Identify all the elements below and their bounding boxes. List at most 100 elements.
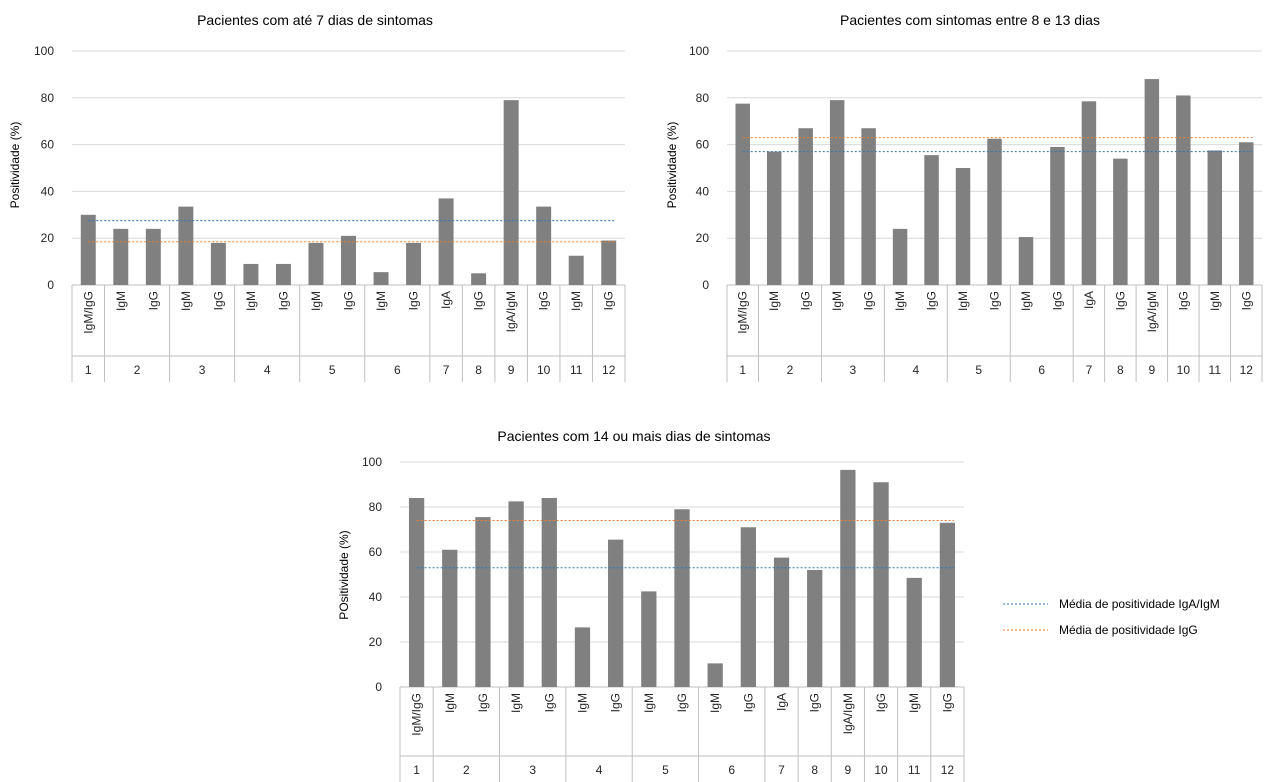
chart-2-bar xyxy=(1144,79,1160,285)
chart-1-category-label: IgM xyxy=(569,291,583,311)
chart-1-y-tick-label: 20 xyxy=(41,231,55,245)
chart-2-category-label: IgG xyxy=(799,291,813,310)
chart-1-bar xyxy=(373,272,389,285)
chart-1-y-axis-label: Positividade (%) xyxy=(8,122,22,209)
chart-2-bar xyxy=(924,155,939,285)
chart-2-group-label: 12 xyxy=(1240,363,1254,377)
chart-1-bar xyxy=(210,242,226,285)
chart-2-bar xyxy=(1207,150,1223,285)
chart-2-group-label: 4 xyxy=(912,363,919,377)
chart-3-bar xyxy=(807,570,823,687)
chart-3-bar xyxy=(674,509,690,687)
chart-1-bar xyxy=(275,263,291,285)
chart-2-category-label: IgM xyxy=(893,291,907,311)
chart-3-category-label: IgM xyxy=(642,693,656,713)
chart-2-group-label: 9 xyxy=(1149,363,1156,377)
legend-label-igg: Média de positividade IgG xyxy=(1059,623,1198,637)
legend-label-iga-igm: Média de positividade IgA/IgM xyxy=(1059,597,1220,611)
chart-3-bar xyxy=(773,557,790,687)
chart-2-category-label: IgG xyxy=(925,291,939,310)
chart-1-category-label: IgM xyxy=(374,291,388,311)
chart-1-category-label: IgG xyxy=(602,291,616,310)
chart-2-y-tick-label: 40 xyxy=(696,184,710,198)
chart-3-bar xyxy=(508,501,524,687)
chart-1-bar xyxy=(568,255,584,285)
chart-1-group-label: 12 xyxy=(602,363,616,377)
chart-3-group-label: 5 xyxy=(662,763,669,777)
chart-panel-3: Pacientes com 14 ou mais dias de sintoma… xyxy=(337,428,965,782)
chart-2-category-label: IgM/IgG xyxy=(736,291,750,334)
chart-panel-1: Pacientes com até 7 dias de sintomas Pos… xyxy=(8,12,626,382)
chart-2-y-tick-label: 100 xyxy=(689,44,709,58)
chart-3-category-label: IgG xyxy=(476,693,490,712)
chart-3-y-tick-label: 80 xyxy=(369,500,383,514)
chart-1-category-label: IgG xyxy=(211,291,225,310)
legend-item-iga-igm: Média de positividade IgA/IgM xyxy=(1003,597,1220,611)
chart-3-y-tick-label: 100 xyxy=(362,455,382,469)
chart-3-bar xyxy=(906,577,922,687)
chart-1-category-label: IgA xyxy=(439,291,453,309)
chart-2-category-label: IgM xyxy=(767,291,781,311)
chart-2-group-label: 1 xyxy=(739,363,746,377)
chart-1-category-label: IgG xyxy=(146,291,160,310)
chart-1-bar xyxy=(80,214,96,285)
chart-3-group-label: 6 xyxy=(728,763,735,777)
chart-2-category-label: IgG xyxy=(1239,291,1253,310)
chart-2-bar xyxy=(1176,95,1191,286)
chart-2-plot: 0 20 40 60 80 100 IgM/IgG IgM IgG IgM IgG IgM IgG IgM… xyxy=(689,44,1263,382)
legend-item-igg: Média de positividade IgG xyxy=(1003,623,1198,637)
chart-3-group-label: 9 xyxy=(845,763,852,777)
chart-2-group-label: 3 xyxy=(850,363,857,377)
chart-1-group-label: 4 xyxy=(264,363,271,377)
chart-2-category-label: IgA/IgM xyxy=(1145,291,1159,332)
chart-3-bar xyxy=(541,498,557,687)
chart-1-group-label: 2 xyxy=(134,363,141,377)
chart-1-bar xyxy=(471,273,487,285)
chart-3-category-label: IgM/IgG xyxy=(410,693,424,736)
chart-1-bar xyxy=(406,242,422,285)
chart-3-category-label: IgM xyxy=(708,693,722,713)
chart-2-bar xyxy=(766,151,782,285)
chart-1-group-label: 10 xyxy=(537,363,551,377)
chart-3-group-label: 12 xyxy=(941,763,955,777)
chart-3-bar xyxy=(475,517,491,687)
chart-2-bar xyxy=(829,100,845,285)
chart-1-category-label: IgG xyxy=(407,291,421,310)
chart-3-group-label: 8 xyxy=(811,763,818,777)
chart-3-bar xyxy=(707,663,723,687)
chart-2-group-label: 2 xyxy=(787,363,794,377)
chart-1-category-label: IgM xyxy=(179,291,193,311)
chart-1-category-label: IgG xyxy=(342,291,356,310)
chart-2-category-label: IgM xyxy=(1208,291,1222,311)
chart-2-group-label: 8 xyxy=(1117,363,1124,377)
chart-1-category-label: IgM xyxy=(309,291,323,311)
chart-2-category-label: IgG xyxy=(1113,291,1127,310)
chart-2-y-tick-label: 60 xyxy=(696,138,710,152)
chart-1-y-tick-label: 80 xyxy=(41,91,55,105)
chart-1-y-tick-label: 0 xyxy=(47,278,54,292)
chart-1-category-label: IgG xyxy=(537,291,551,310)
chart-3-category-label: IgG xyxy=(675,693,689,712)
chart-1-group-label: 7 xyxy=(443,363,450,377)
chart-2-category-label: IgM xyxy=(1019,291,1033,311)
chart-3-title: Pacientes com 14 ou mais dias de sintoma… xyxy=(497,428,770,444)
chart-1-group-label: 9 xyxy=(508,363,515,377)
chart-3-group-label: 2 xyxy=(463,763,470,777)
chart-1-bar xyxy=(601,240,617,285)
chart-2-title: Pacientes com sintomas entre 8 e 13 dias xyxy=(840,12,1100,28)
chart-1-group-label: 3 xyxy=(199,363,206,377)
chart-1-bar xyxy=(341,235,356,285)
chart-2-category-label: IgG xyxy=(1176,291,1190,310)
chart-1-bar xyxy=(536,206,552,285)
chart-3-plot: 0 20 40 60 80 100 IgM/IgG IgM IgG IgM IgG IgM IgG IgM… xyxy=(362,455,965,782)
chart-1-title: Pacientes com até 7 dias de sintomas xyxy=(197,12,433,28)
chart-3-category-label: IgM xyxy=(509,693,523,713)
chart-1-category-label: IgA/IgM xyxy=(504,291,518,332)
chart-2-bar xyxy=(1050,146,1065,285)
chart-3-bar xyxy=(442,549,458,687)
chart-1-y-tick-label: 60 xyxy=(41,138,55,152)
chart-2-group-label: 6 xyxy=(1038,363,1045,377)
chart-1-group-label: 8 xyxy=(475,363,482,377)
chart-3-group-label: 1 xyxy=(413,763,420,777)
chart-3-bar xyxy=(840,469,856,687)
